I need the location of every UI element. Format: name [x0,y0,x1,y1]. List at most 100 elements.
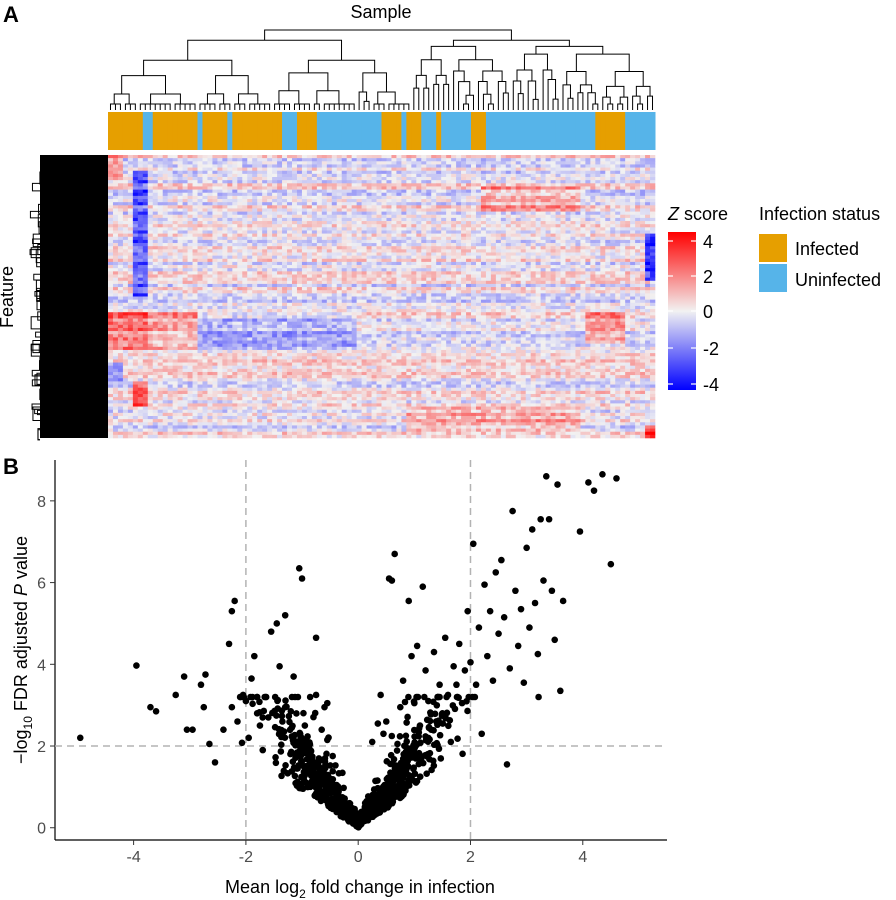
status-cell [441,112,447,150]
heatmap-cell [252,192,258,197]
status-cell [326,112,333,150]
heatmap-cell [172,208,178,212]
heatmap-cell [446,173,452,178]
heatmap-cell [152,205,159,209]
heatmap-cell [262,230,268,234]
heatmap-cell [262,233,268,238]
heatmap-cell [490,155,497,159]
heatmap-cell [152,173,159,178]
heatmap-cell [371,189,377,194]
heatmap-cell [625,164,631,168]
heatmap-cell [207,265,213,269]
heatmap-cell [630,221,636,225]
heatmap-cell [282,211,288,216]
heatmap-cell [505,183,512,187]
heatmap-cell [466,164,472,168]
heatmap-cell [311,246,318,250]
heatmap-cell [142,239,149,244]
heatmap-cell [555,277,561,282]
heatmap-cell [232,265,238,269]
heatmap-cell [401,202,407,206]
heatmap-cell [396,183,402,187]
heatmap-cell [461,221,467,225]
heatmap-cell [565,173,571,178]
heatmap-cell [555,280,561,285]
heatmap-cell [162,255,168,260]
heatmap-cell [555,236,561,241]
heatmap-cell [361,268,367,272]
heatmap-cell [625,261,631,266]
heatmap-cell [376,170,382,175]
heatmap-cell [406,224,412,228]
heatmap-cell [635,177,641,181]
heatmap-cell [217,180,223,184]
heatmap-cell [645,208,651,212]
heatmap-cell [282,192,288,197]
heatmap-cell [451,239,457,244]
heatmap-cell [167,249,173,253]
heatmap-cell [212,221,218,225]
heatmap-cell [237,271,243,275]
heatmap-cell [406,155,412,159]
heatmap-cell [137,261,144,266]
heatmap-cell [406,243,412,247]
heatmap-cell [530,280,536,285]
status-cell [117,112,124,150]
heatmap-cell [172,280,178,285]
heatmap-cell [177,249,183,253]
heatmap-cell [142,271,149,275]
heatmap-cell [595,183,601,187]
heatmap-cell [590,255,596,260]
heatmap-cell [575,180,581,184]
heatmap-cell [341,177,347,181]
heatmap-cell [177,230,183,234]
heatmap-cell [371,271,377,275]
heatmap-cell [645,239,651,244]
heatmap-cell [351,246,357,250]
heatmap-cell [406,161,412,165]
heatmap-cell [167,164,173,168]
heatmap-cell [152,233,159,238]
status-cell [262,112,268,150]
heatmap-cell [401,271,407,275]
heatmap-cell [630,170,636,175]
heatmap-cell [441,211,447,216]
heatmap-cell [620,249,626,253]
heatmap-cell [416,230,422,234]
heatmap-cell [456,199,462,203]
heatmap-cell [495,265,502,269]
heatmap-cell [192,283,198,288]
heatmap-cell [396,255,402,260]
heatmap-cell [341,173,347,178]
heatmap-cell [132,192,139,197]
heatmap-cell [112,227,119,231]
heatmap-cell [411,258,417,263]
heatmap-cell [162,164,168,168]
heatmap-cell [461,258,467,263]
heatmap-cell [475,283,482,288]
heatmap-cell [306,161,313,165]
heatmap-cell [565,167,571,172]
heatmap-cell [480,258,487,263]
status-cell [267,112,273,150]
heatmap-cell [605,233,611,238]
heatmap-cell [172,246,178,250]
heatmap-cell [401,221,407,225]
heatmap-cell [645,192,651,197]
heatmap-cell [630,283,636,288]
heatmap-cell [560,177,566,181]
heatmap-cell [635,186,641,190]
heatmap-cell [247,221,253,225]
heatmap-cell [366,211,372,216]
heatmap-cell [167,258,173,263]
heatmap-cell [505,202,512,206]
heatmap-cell [600,221,606,225]
heatmap-cell [461,195,467,200]
heatmap-cell [620,208,626,212]
heatmap-cell [485,208,492,212]
heatmap-cell [227,243,233,247]
heatmap-cell [108,287,114,291]
heatmap-cell [590,202,596,206]
heatmap-cell [471,252,477,256]
heatmap-cell [157,167,163,172]
